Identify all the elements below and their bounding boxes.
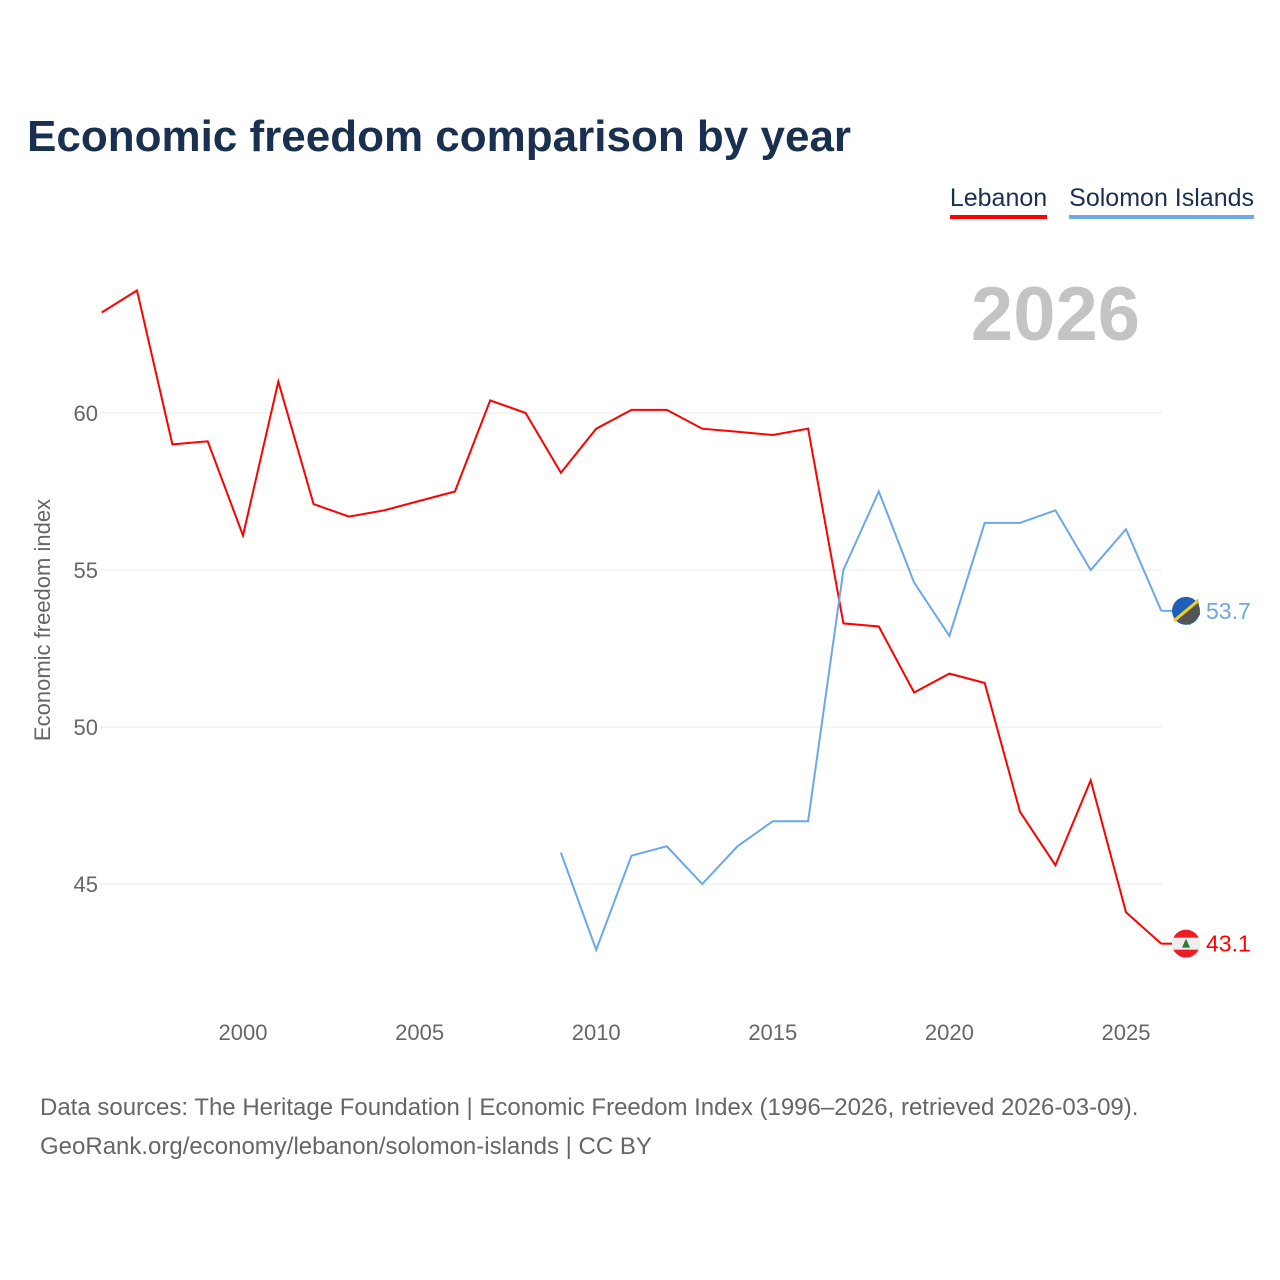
x-tick-label: 2015 [748,1020,797,1045]
legend: Lebanon Solomon Islands [949,184,1254,219]
series-end-label: 43.1 [1206,931,1251,957]
flag-lebanon-cedar [1182,938,1190,948]
footer: Data sources: The Heritage Foundation | … [40,1088,1138,1166]
y-tick-label: 45 [74,872,98,897]
legend-lebanon[interactable]: Lebanon [949,184,1048,219]
year-watermark: 2026 [971,272,1140,357]
y-tick-label: 50 [74,715,98,740]
x-tick-label: 2020 [925,1020,974,1045]
x-tick-label: 2000 [219,1020,268,1045]
series-line-lebanon [101,288,1162,945]
series-line-solomon-islands [559,488,1163,953]
y-axis-label: Economic freedom index [30,499,55,741]
x-tick-label: 2005 [395,1020,444,1045]
chart-title: Economic freedom comparison by year [27,112,852,161]
footer-sources: Data sources: The Heritage Foundation | … [40,1094,1139,1121]
y-tick-label: 55 [74,558,98,583]
x-tick-label: 2025 [1102,1020,1151,1045]
y-tick-label: 60 [74,401,98,426]
series-end-label: 53.7 [1206,598,1251,624]
flag-solomon-stripe [1173,599,1199,622]
x-tick-label: 2010 [572,1020,621,1045]
footer-credit: GeoRank.org/economy/lebanon/solomon-isla… [40,1133,652,1160]
legend-solomon-islands[interactable]: Solomon Islands [1069,184,1254,219]
